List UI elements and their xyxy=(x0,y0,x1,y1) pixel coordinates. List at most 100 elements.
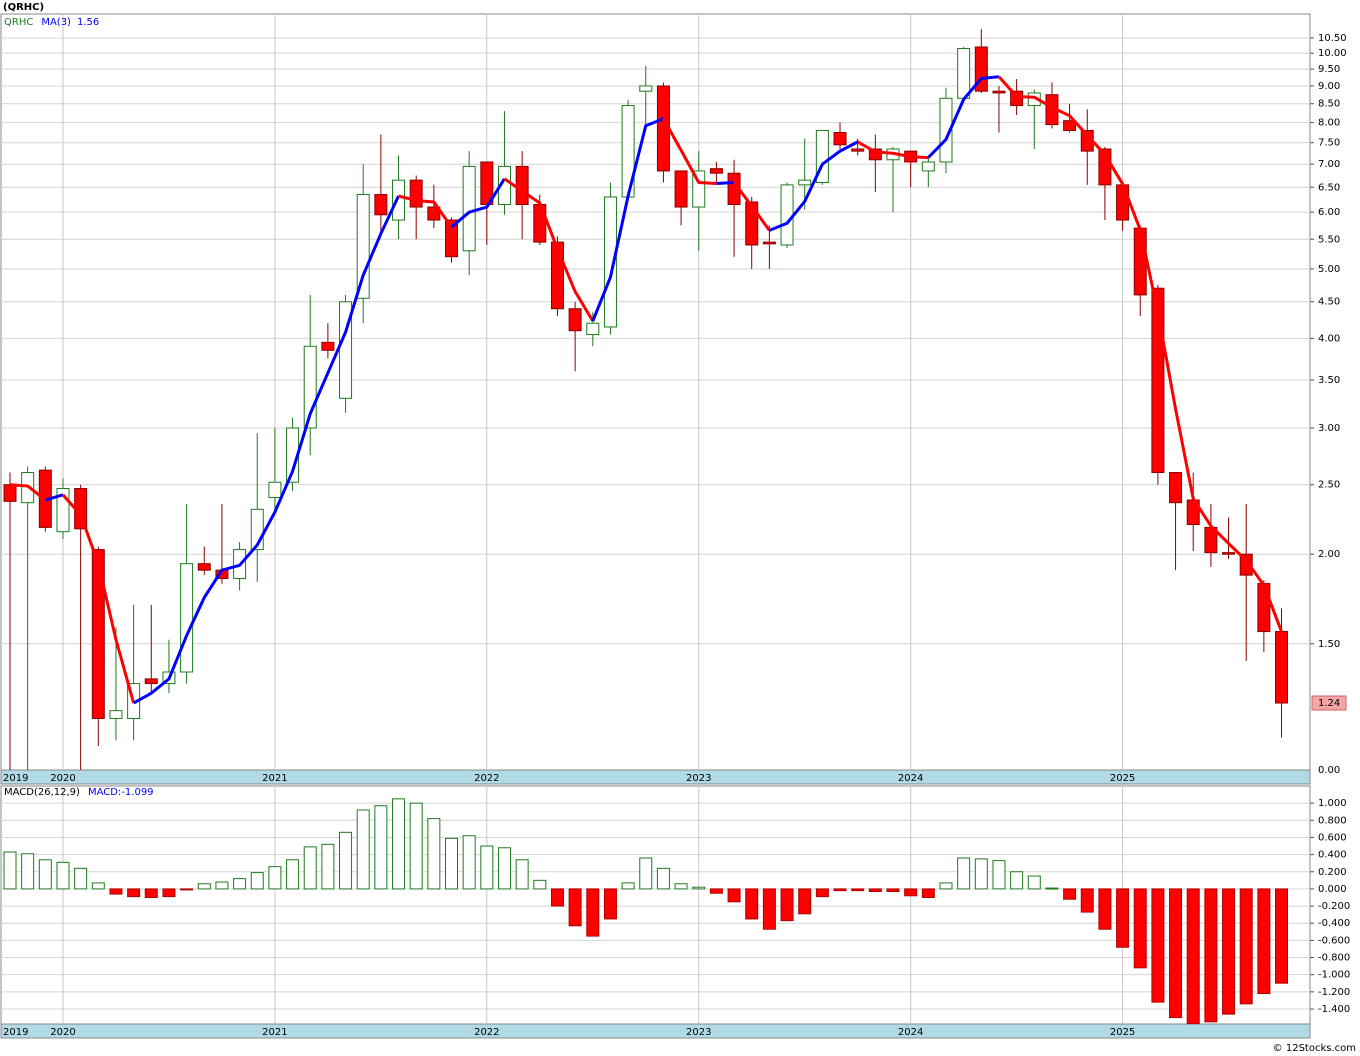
macd-bar xyxy=(286,859,300,890)
candle-body xyxy=(586,322,600,336)
candle-body xyxy=(392,179,406,221)
macd-bar xyxy=(515,859,529,890)
last-price-box xyxy=(1311,695,1347,711)
candle-body xyxy=(957,48,971,99)
legend-series-name: MACD: xyxy=(88,787,121,798)
y-tick-label: -1.400 xyxy=(1318,1004,1350,1015)
y-tick-label: 1.000 xyxy=(1318,798,1347,809)
chart-title: (QRHC) xyxy=(3,2,44,13)
macd-bar xyxy=(56,861,70,890)
macd-bar xyxy=(268,866,282,890)
indicator-title: MACD(26,12,9) xyxy=(4,787,80,798)
y-floor-label: 0.00 xyxy=(1318,765,1340,776)
macd-bar xyxy=(780,888,794,922)
macd-bar xyxy=(904,888,918,897)
macd-bar xyxy=(144,888,158,898)
legend: QRHC MA(3) 1.56 xyxy=(4,17,99,28)
macd-bar xyxy=(215,881,229,890)
macd-bar xyxy=(445,837,458,890)
macd-bar xyxy=(303,846,317,890)
ma-line xyxy=(856,140,929,160)
y-tick-label: 6.00 xyxy=(1318,207,1340,218)
macd-bar xyxy=(356,809,370,890)
macd-bar xyxy=(639,857,653,890)
y-tick-label: 4.50 xyxy=(1318,297,1340,308)
y-tick-label: 6.50 xyxy=(1318,182,1340,193)
x-tick-label: 2025 xyxy=(1110,773,1135,784)
macd-bar xyxy=(1239,888,1253,1005)
candle-body xyxy=(197,563,211,571)
y-tick-label: -0.200 xyxy=(1318,901,1350,912)
macd-bar xyxy=(374,805,388,890)
macd-bar xyxy=(1027,875,1041,890)
macd-bar xyxy=(1080,888,1094,913)
macd-bar xyxy=(321,843,335,890)
ma-line xyxy=(450,177,506,229)
macd-bar xyxy=(833,888,847,892)
candle-body xyxy=(851,148,865,152)
y-tick-label: 9.00 xyxy=(1318,81,1340,92)
candle-body xyxy=(427,206,441,221)
macd-bar xyxy=(709,888,723,894)
macd-bar xyxy=(586,888,600,937)
macd-bar xyxy=(1151,888,1165,1003)
macd-bar xyxy=(109,888,123,895)
macd-bar xyxy=(550,888,564,907)
candle-body xyxy=(603,196,617,328)
ma-line xyxy=(61,493,136,704)
candle-body xyxy=(568,308,582,332)
candle-body xyxy=(1275,631,1289,704)
macd-bar xyxy=(886,888,900,892)
candle-body xyxy=(445,219,458,258)
macd-bar xyxy=(38,859,52,890)
footer: © 12Stocks.com xyxy=(1273,1043,1356,1054)
x-tick-label: 2019 xyxy=(3,773,28,784)
candle-body xyxy=(921,161,935,172)
macd-bar xyxy=(851,888,865,892)
y-tick-label: 2.50 xyxy=(1318,480,1340,491)
macd-bar xyxy=(1257,888,1271,995)
x-tick-label: 2020 xyxy=(50,773,75,784)
macd-bar xyxy=(992,860,1006,890)
macd-bar xyxy=(392,798,406,890)
macd-bar xyxy=(974,858,988,890)
macd-bar xyxy=(427,818,441,890)
macd-bar xyxy=(250,872,264,890)
macd-bar xyxy=(745,888,759,920)
ma-line xyxy=(591,117,664,322)
macd-bar xyxy=(621,882,635,890)
x-tick-label: 2022 xyxy=(474,1027,499,1038)
y-tick-label: 10.00 xyxy=(1318,48,1347,59)
candle-body xyxy=(833,132,847,146)
macd-bar xyxy=(1133,888,1147,969)
x-tick-label: 2021 xyxy=(262,1027,287,1038)
candle-body xyxy=(1063,120,1077,132)
y-tick-label: 3.50 xyxy=(1318,375,1340,386)
candle-body xyxy=(180,563,194,673)
y-tick-label: 9.50 xyxy=(1318,64,1340,75)
macd-bar xyxy=(656,867,670,890)
macd-bar xyxy=(127,888,141,898)
macd-bar xyxy=(798,888,812,915)
macd-bar xyxy=(868,888,882,892)
ma-line xyxy=(398,194,453,228)
y-tick-label: 0.000 xyxy=(1318,884,1347,895)
x-tick-label: 2019 xyxy=(3,1027,28,1038)
x-tick-label: 2023 xyxy=(686,773,711,784)
candle-body xyxy=(798,179,812,186)
y-tick-label: 5.00 xyxy=(1318,264,1340,275)
candle-body xyxy=(1169,472,1183,504)
candle-body xyxy=(1257,583,1271,633)
y-tick-label: 3.00 xyxy=(1318,423,1340,434)
macd-bar xyxy=(727,888,741,903)
x-axis-strip xyxy=(0,769,1311,785)
ma-line xyxy=(44,493,64,502)
macd-bar xyxy=(233,878,247,890)
macd-bar xyxy=(1169,888,1183,1019)
macd-bar xyxy=(957,857,971,890)
macd-bar xyxy=(568,888,582,927)
macd-bar xyxy=(497,847,511,890)
macd-bar xyxy=(3,851,17,890)
